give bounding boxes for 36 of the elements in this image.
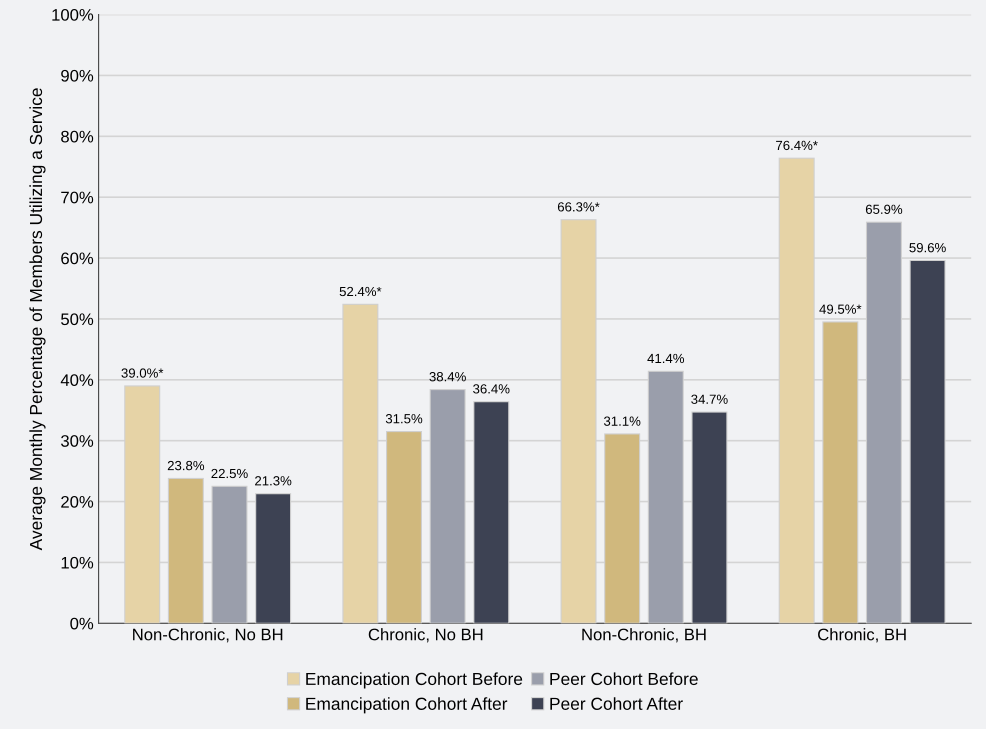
y-axis-title: Average Monthly Percentage of Members Utilizing a Service <box>29 88 46 550</box>
data-label: 21.3% <box>255 476 292 486</box>
x-tick-label: Chronic, No BH <box>368 628 482 642</box>
data-label: 36.4% <box>473 384 510 394</box>
data-label: 23.8% <box>168 460 204 470</box>
x-tick-label: Non-Chronic, BH <box>582 628 706 642</box>
data-label: 66.3%* <box>558 202 600 212</box>
y-tick-label: 50% <box>61 313 94 326</box>
legend-label: Emancipation Cohort Before <box>306 672 522 689</box>
x-tick-label: Chronic, BH <box>818 628 906 642</box>
legend-label: Peer Cohort Before <box>550 672 698 686</box>
x-tick-label: Non-Chronic, No BH <box>133 628 282 642</box>
y-tick-label: 0% <box>70 618 94 630</box>
y-tick-label: 80% <box>61 130 94 143</box>
data-label: 49.5%* <box>819 304 862 314</box>
data-label: 22.5% <box>211 468 248 478</box>
data-label: 65.9% <box>866 204 902 214</box>
data-label: 34.7% <box>691 394 728 404</box>
legend-label: Emancipation Cohort After <box>306 697 508 714</box>
data-label: 52.4%* <box>340 286 382 296</box>
data-label: 31.1% <box>604 416 640 426</box>
data-label: 59.6% <box>909 242 946 252</box>
y-tick-label: 40% <box>60 374 94 386</box>
y-tick-label: 100% <box>52 8 94 21</box>
data-label: 41.4% <box>647 354 684 364</box>
data-label: 38.4% <box>429 372 466 382</box>
y-tick-label: 60% <box>61 252 94 264</box>
legend-label: Peer Cohort After <box>550 697 683 710</box>
y-tick-label: 10% <box>62 556 94 569</box>
y-tick-label: 70% <box>61 192 94 204</box>
data-label: 76.4%* <box>776 140 818 150</box>
y-tick-label: 30% <box>61 435 94 447</box>
data-label: 39.0%* <box>121 368 164 378</box>
y-tick-label: 90% <box>61 70 94 82</box>
y-tick-label: 20% <box>61 496 94 508</box>
data-label: 31.5% <box>386 414 422 424</box>
